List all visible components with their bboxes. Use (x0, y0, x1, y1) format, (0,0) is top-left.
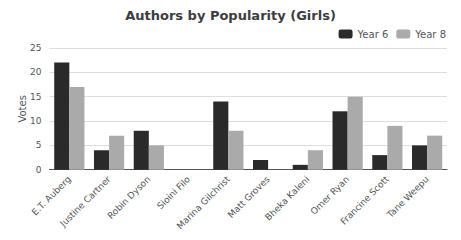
svg-text:25: 25 (30, 43, 41, 53)
svg-text:Francine Scott: Francine Scott (339, 174, 392, 227)
svg-text:Votes: Votes (17, 95, 28, 122)
svg-text:Year 6: Year 6 (357, 29, 389, 40)
svg-text:Year 8: Year 8 (414, 29, 446, 40)
svg-text:Tane Weepu: Tane Weepu (384, 174, 430, 220)
svg-text:20: 20 (30, 67, 42, 77)
svg-text:5: 5 (36, 140, 42, 150)
svg-text:0: 0 (36, 165, 42, 175)
svg-text:Bheka Kaleni: Bheka Kaleni (263, 174, 311, 222)
svg-text:Matt Groves: Matt Groves (225, 174, 272, 220)
svg-text:Robin Dyson: Robin Dyson (106, 174, 153, 221)
svg-text:15: 15 (30, 92, 41, 102)
svg-text:Sioini Filo: Sioini Filo (155, 174, 192, 211)
svg-text:Marina Gilchrist: Marina Gilchrist (175, 174, 232, 231)
svg-text:Authors by Popularity (Girls): Authors by Popularity (Girls) (125, 8, 336, 23)
svg-text:Omer Ryan: Omer Ryan (309, 174, 352, 217)
svg-text:E.T. Auberg: E.T. Auberg (30, 174, 73, 217)
svg-text:10: 10 (30, 116, 42, 126)
svg-text:Justine Cartner: Justine Cartner (57, 174, 112, 229)
